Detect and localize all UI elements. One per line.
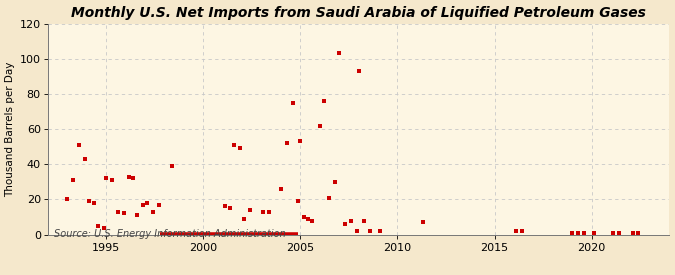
Point	[578, 231, 589, 235]
Point	[142, 201, 153, 205]
Point	[138, 202, 148, 207]
Point	[359, 218, 370, 223]
Point	[334, 51, 345, 56]
Point	[112, 210, 123, 214]
Point	[118, 211, 129, 216]
Point	[295, 139, 306, 144]
Point	[62, 197, 73, 202]
Point	[330, 180, 341, 184]
Point	[608, 231, 618, 235]
Point	[167, 164, 178, 168]
Point	[510, 229, 521, 233]
Point	[83, 199, 94, 204]
Point	[235, 146, 246, 151]
Point	[627, 231, 638, 235]
Point	[353, 69, 364, 73]
Point	[417, 220, 428, 224]
Point	[99, 226, 109, 230]
Point	[264, 210, 275, 214]
Point	[589, 231, 599, 235]
Point	[293, 199, 304, 204]
Point	[132, 213, 142, 218]
Point	[346, 218, 356, 223]
Point	[107, 178, 117, 182]
Point	[306, 218, 317, 223]
Point	[340, 222, 350, 226]
Point	[74, 143, 84, 147]
Point	[153, 202, 164, 207]
Point	[275, 187, 286, 191]
Point	[633, 231, 644, 235]
Point	[68, 178, 78, 182]
Point	[375, 229, 385, 233]
Point	[287, 100, 298, 105]
Point	[128, 176, 138, 180]
Point	[124, 174, 135, 179]
Point	[302, 217, 313, 221]
Point	[238, 217, 249, 221]
Point	[318, 99, 329, 103]
Point	[351, 229, 362, 233]
Point	[573, 231, 584, 235]
Point	[225, 206, 236, 210]
Point	[365, 229, 376, 233]
Point	[299, 215, 310, 219]
Point	[93, 224, 104, 228]
Title: Monthly U.S. Net Imports from Saudi Arabia of Liquified Petroleum Gases: Monthly U.S. Net Imports from Saudi Arab…	[71, 6, 646, 20]
Point	[229, 143, 240, 147]
Point	[101, 176, 111, 180]
Point	[219, 204, 230, 209]
Text: Source: U.S. Energy Information Administration: Source: U.S. Energy Information Administ…	[54, 229, 286, 239]
Point	[79, 157, 90, 161]
Point	[614, 231, 624, 235]
Point	[315, 123, 325, 128]
Point	[516, 229, 527, 233]
Point	[324, 196, 335, 200]
Point	[567, 231, 578, 235]
Point	[147, 210, 158, 214]
Y-axis label: Thousand Barrels per Day: Thousand Barrels per Day	[5, 61, 16, 197]
Point	[89, 201, 100, 205]
Point	[281, 141, 292, 145]
Point	[258, 210, 269, 214]
Point	[244, 208, 255, 212]
